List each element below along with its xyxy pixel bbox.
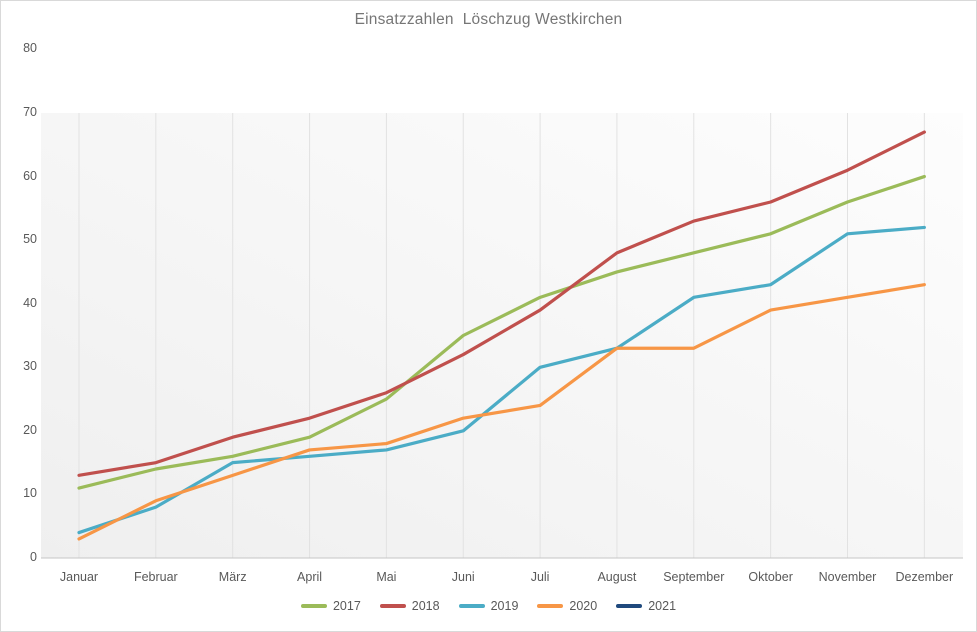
x-axis-label-März: März <box>218 570 247 584</box>
y-axis-label-10: 10 <box>23 486 37 501</box>
legend-item-2017: 2017 <box>300 599 361 613</box>
y-axis-label-50: 50 <box>23 232 37 247</box>
y-axis-label-0: 0 <box>30 550 37 564</box>
x-axis-label-Oktober: Oktober <box>748 570 793 584</box>
legend-swatch-2017 <box>300 604 327 608</box>
y-axis-label-70: 70 <box>23 105 37 119</box>
legend-swatch-2020 <box>537 604 564 608</box>
legend-label-2021: 2021 <box>648 599 677 613</box>
x-axis-label-April: April <box>297 570 323 584</box>
legend-item-2020: 2020 <box>537 599 597 613</box>
x-axis-label-August: August <box>597 570 637 584</box>
y-axis-label-40: 40 <box>23 295 37 310</box>
series-line-2019 <box>77 225 926 535</box>
y-axis-label-60: 60 <box>23 168 37 183</box>
series-line-2020 <box>77 283 926 541</box>
legend-item-2019: 2019 <box>458 599 519 613</box>
x-axis-label-Juli: Juli <box>530 570 550 584</box>
legend-label-2019: 2019 <box>490 599 519 613</box>
y-axis-label-20: 20 <box>23 422 37 437</box>
legend-item-2021: 2021 <box>616 599 676 613</box>
legend-swatch-2021 <box>616 604 643 608</box>
x-axis-label-Januar: Januar <box>59 570 99 584</box>
x-axis-label-September: September <box>663 570 725 584</box>
legend-item-2018: 2018 <box>379 599 440 613</box>
legend-swatch-2019 <box>458 604 485 608</box>
chart-title: Einsatzzahlen Löschzug Westkirchen <box>354 11 623 28</box>
x-axis-label-November: November <box>818 570 877 584</box>
x-axis-label-Juni: Juni <box>451 570 475 584</box>
x-axis-label-Dezember: Dezember <box>895 570 954 584</box>
legend-label-2017: 2017 <box>332 599 361 613</box>
legend-swatch-2018 <box>379 604 406 608</box>
legend: 2017 2018 2019 2020 2021 <box>1 599 976 613</box>
legend-label-2020: 2020 <box>569 599 598 613</box>
y-axis-label-80: 80 <box>23 41 37 56</box>
legend-label-2018: 2018 <box>411 599 440 613</box>
x-axis-label-Februar: Februar <box>133 570 178 584</box>
series-line-2017 <box>77 174 926 490</box>
x-axis-label-Mai: Mai <box>376 570 397 584</box>
series-line-2018 <box>77 130 926 477</box>
y-axis-label-30: 30 <box>23 359 37 374</box>
